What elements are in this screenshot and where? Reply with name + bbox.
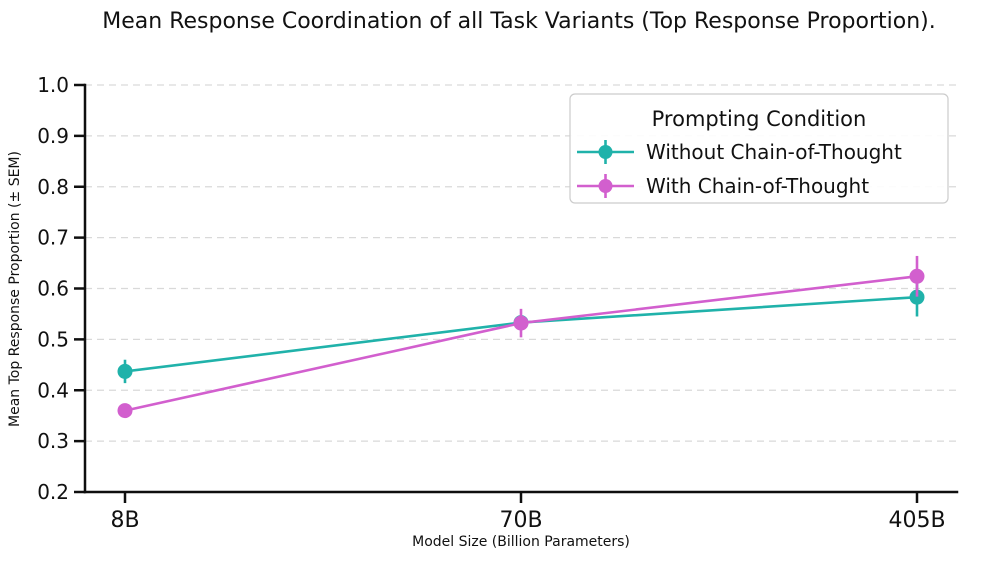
data-point-marker (513, 315, 529, 331)
x-tick-label: 8B (110, 508, 139, 533)
chart-title: Mean Response Coordination of all Task V… (102, 9, 935, 34)
y-tick-label: 1.0 (37, 73, 69, 97)
y-axis-label: Mean Top Response Proportion (± SEM) (7, 151, 23, 427)
x-tick-label: 70B (499, 508, 542, 533)
grid-lines (85, 84, 957, 442)
y-tick-label: 0.8 (37, 175, 69, 199)
data-series (117, 255, 925, 419)
legend: Prompting Condition Without Chain-of-Tho… (569, 93, 949, 204)
legend-handle-marker (598, 179, 613, 193)
y-tick-label: 0.6 (37, 277, 69, 301)
legend-label-without-cot: Without Chain-of-Thought (646, 140, 902, 164)
legend-box (569, 93, 949, 204)
legend-label-with-cot: With Chain-of-Thought (646, 174, 869, 198)
y-tick-label: 0.2 (37, 480, 69, 504)
data-point-marker (909, 268, 925, 284)
y-tick-label: 0.5 (37, 327, 69, 351)
data-point-marker (909, 289, 925, 305)
y-tick-label: 0.3 (37, 429, 69, 453)
axes: 0.2 0.3 0.4 0.5 0.6 0.7 0.8 0.9 1.0 8B 70B 405B (37, 73, 959, 533)
series-with-cot (117, 255, 925, 419)
y-tick-label: 0.4 (37, 378, 69, 402)
legend-entry-with-cot: With Chain-of-Thought (577, 174, 869, 198)
legend-handle-marker (598, 145, 613, 159)
data-point-marker (117, 403, 133, 419)
legend-title: Prompting Condition (652, 107, 867, 131)
legend-entry-without-cot: Without Chain-of-Thought (577, 140, 902, 164)
y-tick-label: 0.9 (37, 124, 69, 148)
x-tick-label: 405B (888, 508, 945, 533)
y-tick-label: 0.7 (37, 226, 69, 250)
data-point-marker (117, 363, 133, 379)
x-axis-label: Model Size (Billion Parameters) (412, 534, 630, 550)
